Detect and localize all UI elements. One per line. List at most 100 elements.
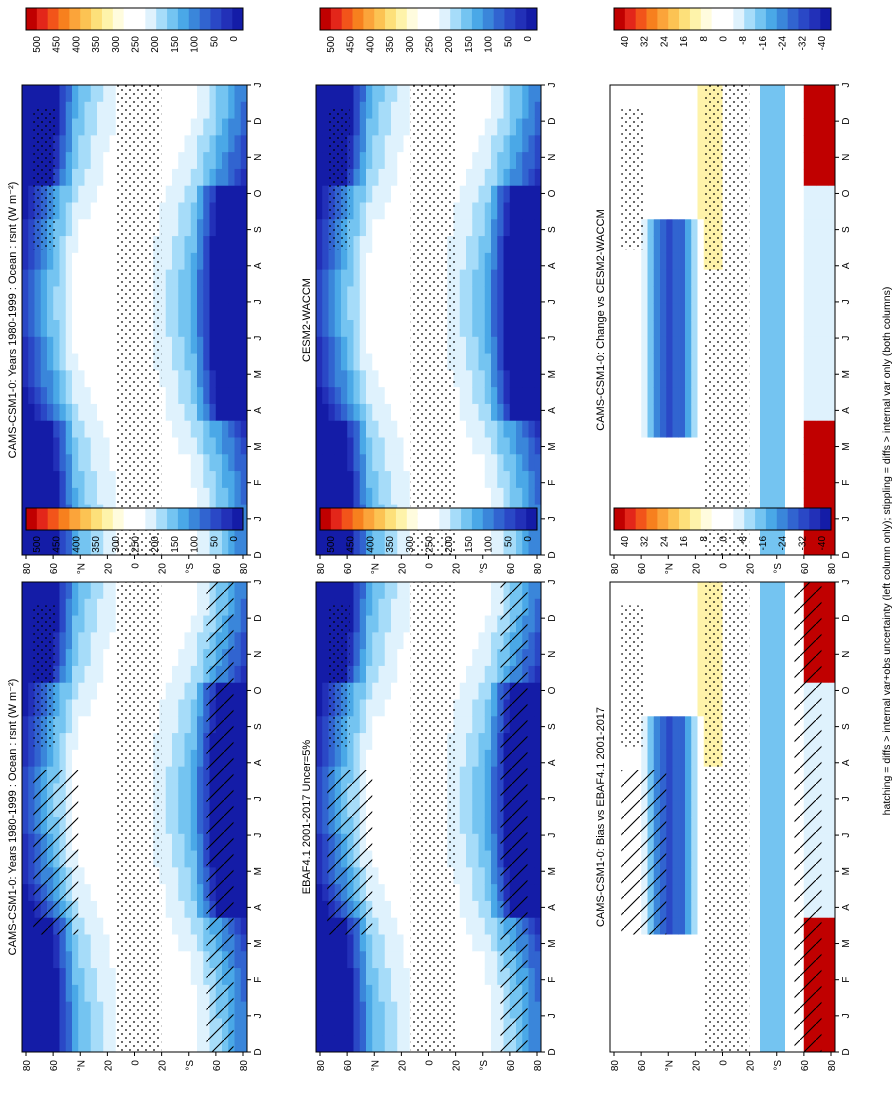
heatmap-cell [172, 968, 179, 986]
heatmap-cell [65, 437, 73, 455]
heatmap-cell [203, 403, 210, 422]
heatmap-cell [53, 403, 60, 422]
heatmap-cell [610, 538, 617, 556]
heatmap-cell [778, 353, 786, 371]
heatmap-cell [672, 487, 680, 506]
heatmap-cell [666, 420, 673, 438]
heatmap-cell [78, 1035, 85, 1053]
colorbar-label: -24 [778, 36, 789, 51]
heatmap-cell [197, 867, 204, 885]
heatmap-cell [353, 202, 361, 220]
heatmap-cell [528, 454, 536, 472]
colorbar-swatch [80, 508, 92, 530]
heatmap-cell [178, 817, 185, 835]
heatmap-cell [503, 118, 511, 136]
heatmap-cell [397, 900, 404, 919]
heatmap-cell [328, 286, 336, 304]
heatmap-cell [165, 353, 173, 371]
heatmap-cell [472, 236, 479, 254]
heatmap-cell [753, 387, 761, 405]
heatmap-cell [372, 202, 379, 220]
heatmap-cell [84, 236, 92, 254]
heatmap-cell [240, 733, 248, 751]
colorbar-swatch [69, 508, 81, 530]
heatmap-cell [472, 185, 479, 203]
colorbar-label: 450 [52, 536, 63, 553]
lat-label: 20 [452, 563, 463, 575]
heatmap-cell [666, 471, 673, 489]
heatmap-cell [172, 403, 179, 422]
heatmap-cell [610, 336, 617, 354]
heatmap-cell [478, 370, 486, 388]
heatmap-cell [90, 699, 98, 717]
heatmap-cell [22, 665, 29, 684]
heatmap-cell [791, 185, 798, 203]
heatmap-cell [97, 252, 104, 271]
heatmap-cell [341, 538, 348, 556]
heatmap-cell [403, 219, 411, 237]
heatmap-cell [478, 420, 486, 438]
heatmap-cell [772, 152, 780, 170]
heatmap-cell [103, 884, 110, 902]
heatmap-cell [22, 269, 29, 287]
heatmap-cell [322, 968, 329, 986]
heatmap-cell [378, 934, 386, 952]
heatmap-cell [22, 649, 29, 667]
heatmap-cell [778, 538, 786, 556]
heatmap-cell [353, 370, 361, 388]
heatmap-cell [816, 370, 823, 388]
heatmap-cell [516, 101, 523, 119]
heatmap-cell [653, 303, 661, 321]
heatmap-cell [59, 632, 67, 650]
heatmap-cell [184, 867, 192, 885]
heatmap-cell [822, 353, 830, 371]
heatmap-cell [165, 649, 173, 667]
heatmap-cell [34, 487, 42, 506]
heatmap-cell [384, 733, 392, 751]
heatmap-cell [84, 766, 92, 784]
heatmap-cell [785, 403, 792, 422]
heatmap-cell [403, 733, 411, 751]
heatmap-cell [453, 454, 461, 472]
heatmap-cell [328, 471, 336, 489]
heatmap-cell [53, 632, 60, 650]
heatmap-cell [397, 118, 404, 136]
heatmap-cell [372, 85, 379, 103]
heatmap-cell [341, 252, 348, 271]
heatmap-cell [65, 387, 73, 405]
heatmap-cell [516, 487, 523, 506]
heatmap-cell [59, 219, 67, 237]
heatmap-cell [666, 353, 673, 371]
heatmap-cell [165, 236, 173, 254]
heatmap-cell [28, 437, 35, 455]
heatmap-cell [497, 403, 504, 422]
heatmap-cell [359, 984, 367, 1003]
heatmap-cell [403, 353, 411, 371]
heatmap-cell [28, 867, 35, 885]
heatmap-cell [34, 303, 42, 321]
heatmap-cell [810, 252, 817, 271]
heatmap-cell [366, 320, 373, 338]
heatmap-cell [228, 269, 235, 287]
colorbar-label: 150 [170, 36, 181, 53]
heatmap-cell [328, 320, 336, 338]
heatmap-cell [378, 135, 386, 153]
heatmap-cell [40, 370, 48, 388]
heatmap-cell [172, 682, 179, 700]
heatmap-cell [384, 353, 392, 371]
heatmap-cell [653, 437, 661, 455]
heatmap-cell [90, 370, 98, 388]
heatmap-cell [159, 968, 167, 986]
heatmap-cell [797, 118, 805, 136]
heatmap-cell [165, 152, 173, 170]
heatmap-cell [466, 487, 473, 506]
month-label: J [253, 83, 264, 88]
heatmap-cell [372, 749, 379, 768]
heatmap-cell [165, 85, 173, 103]
heatmap-cell [65, 984, 73, 1003]
heatmap-cell [59, 454, 67, 472]
heatmap-cell [316, 984, 323, 1003]
heatmap-cell [228, 85, 235, 103]
heatmap-cell [359, 118, 367, 136]
heatmap-cell [822, 454, 830, 472]
